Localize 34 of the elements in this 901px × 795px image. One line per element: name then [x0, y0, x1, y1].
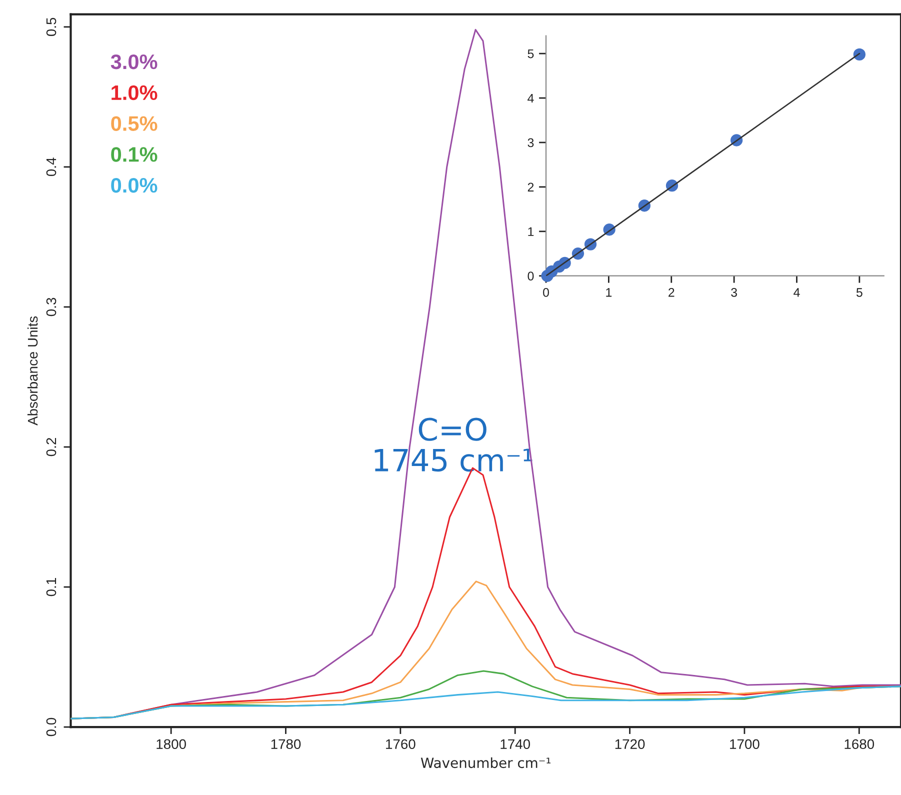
y-tick-label: 0 — [528, 272, 534, 281]
x-tick-label: 1 — [606, 288, 612, 297]
y-tick-label: 4 — [528, 94, 534, 103]
y-tick-label: 0.4 — [46, 158, 56, 176]
y-axis-title: Absorbance Units — [27, 316, 38, 426]
x-tick-label: 1760 — [386, 739, 416, 750]
y-tick-label: 3 — [528, 138, 534, 148]
x-tick-label: 1680 — [844, 739, 874, 750]
y-tick-label: 0.3 — [46, 298, 56, 316]
x-tick-label: 1800 — [156, 739, 186, 750]
x-tick-label: 1740 — [500, 739, 530, 750]
text: 3.0% — [110, 54, 158, 70]
x-axis-title: Wavenumber cm⁻¹ — [420, 757, 551, 768]
y-tick-label: 0.5 — [46, 18, 56, 36]
x-tick-label: 2 — [668, 288, 674, 297]
x-tick-label: 5 — [856, 288, 862, 297]
y-tick-label: 2 — [528, 182, 534, 192]
y-tick-label: 0.1 — [46, 578, 56, 596]
point — [853, 48, 866, 61]
text: 0.0% — [111, 178, 158, 193]
x-tick-label: 1720 — [615, 739, 645, 750]
text: 1.0% — [112, 85, 158, 100]
x-tick-label: 3 — [731, 288, 737, 297]
text: 0.1% — [111, 147, 158, 162]
x-tick-label: 0 — [543, 288, 549, 297]
y-tick-label: 5 — [528, 49, 534, 58]
x-tick-label: 1780 — [271, 739, 301, 750]
x-tick-label: 4 — [794, 288, 800, 297]
text: 0.5% — [111, 116, 158, 131]
y-tick-label: 0.2 — [46, 438, 56, 456]
y-tick-label: 0.0 — [46, 718, 56, 736]
y-tick-label: 1 — [528, 227, 534, 236]
x-tick-label: 1700 — [730, 739, 760, 750]
line-series — [70, 686, 901, 720]
